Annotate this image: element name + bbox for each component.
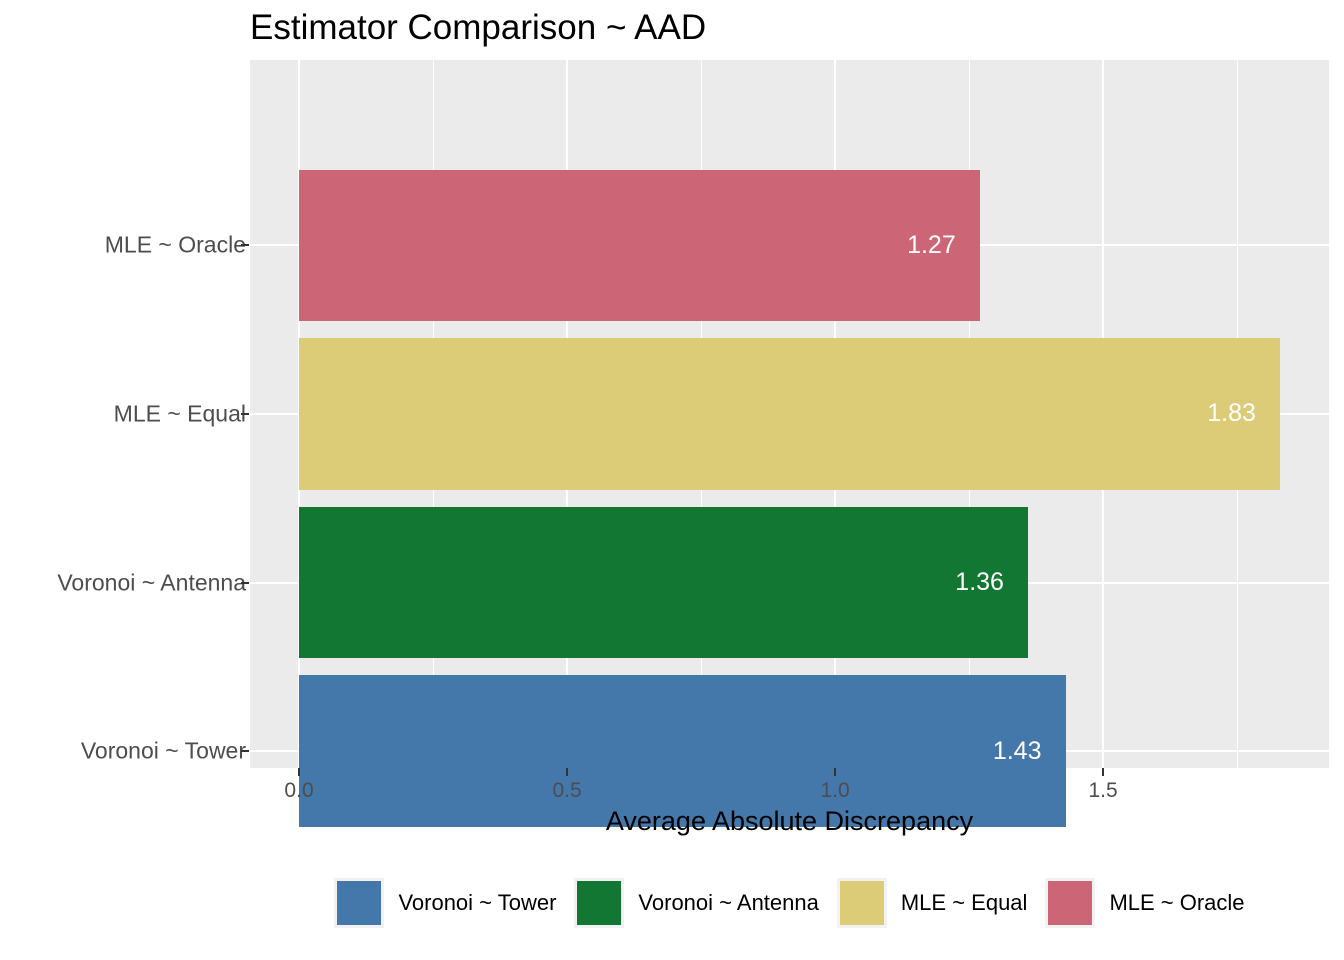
bar-value-label: 1.36 [955,568,1004,597]
y-axis-label-MLE ~ Equal: MLE ~ Equal [113,400,246,427]
x-tick-label-0.5: 0.5 [552,779,582,802]
x-tick-label-1.5: 1.5 [1088,779,1118,802]
legend-entry-MLE ~ Equal: MLE ~ Equal [836,878,1028,928]
legend: Voronoi ~ Tower Voronoi ~ Antenna MLE ~ Eq… [250,878,1329,928]
y-axis-label-Voronoi ~ Antenna: Voronoi ~ Antenna [57,569,246,596]
y-axis-label-Voronoi ~ Tower: Voronoi ~ Tower [80,737,246,764]
legend-swatch [337,881,382,925]
legend-key [574,878,625,928]
y-axis-label-MLE ~ Oracle: MLE ~ Oracle [104,231,246,258]
legend-label: Voronoi ~ Antenna [638,890,819,915]
x-tick-label-0.0: 0.0 [284,779,314,802]
bar-Voronoi ~ Antenna: 1.36 [299,506,1028,659]
y-tick-mark [241,413,249,415]
legend-key [1045,878,1096,928]
legend-entry-Voronoi ~ Antenna: Voronoi ~ Antenna [574,878,819,928]
y-tick-mark [241,581,249,584]
x-tick-mark-0.5 [566,768,569,776]
legend-key [334,878,385,928]
legend-label: MLE ~ Equal [900,890,1028,915]
x-tick-mark-0.0 [298,768,301,776]
bar-MLE ~ Oracle: 1.27 [299,169,980,322]
x-tick-mark-1.5 [1102,768,1105,776]
legend-swatch [839,881,884,925]
y-tick-mark [241,750,249,753]
plot-panel: 1.27 1.83 1.36 1.43 [250,60,1329,827]
legend-key [836,878,887,928]
bar-value-label: 1.83 [1207,399,1256,428]
legend-swatch [1048,881,1093,925]
x-tick-mark-1.0 [834,768,837,776]
x-axis-title: Average Absolute Discrepancy [605,806,974,836]
legend-entry-MLE ~ Oracle: MLE ~ Oracle [1045,878,1245,928]
bar-MLE ~ Equal: 1.83 [299,338,1280,490]
bar-value-label: 1.43 [992,736,1042,765]
bar-Voronoi ~ Tower: 1.43 [299,675,1066,827]
chart-title: Estimator Comparison ~ AAD [250,8,707,47]
legend-label: Voronoi ~ Tower [398,890,557,915]
legend-label: MLE ~ Oracle [1109,890,1245,915]
y-tick-mark [241,244,249,247]
bar-value-label: 1.27 [907,230,956,259]
legend-swatch [577,881,622,925]
x-tick-label-1.0: 1.0 [820,779,850,802]
legend-entry-Voronoi ~ Tower: Voronoi ~ Tower [334,878,556,928]
